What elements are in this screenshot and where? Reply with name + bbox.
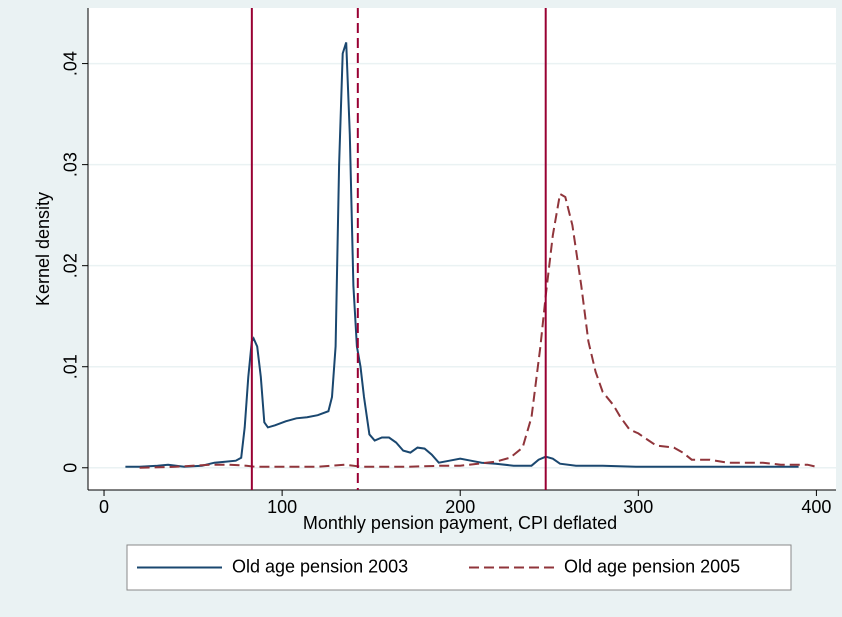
- y-tick-label: .01: [61, 354, 81, 379]
- x-tick-label: 0: [99, 497, 109, 517]
- legend-label: Old age pension 2003: [232, 556, 408, 576]
- y-axis-title: Kernel density: [33, 192, 53, 306]
- x-tick-label: 400: [801, 497, 831, 517]
- legend-box: [126, 544, 792, 591]
- y-tick-label: .02: [61, 253, 81, 278]
- x-axis-title: Monthly pension payment, CPI deflated: [303, 513, 617, 533]
- x-tick-label: 200: [445, 497, 475, 517]
- y-tick-label: .04: [61, 51, 81, 76]
- y-tick-label: 0: [61, 463, 81, 473]
- plot-area: [88, 8, 836, 490]
- x-tick-label: 300: [623, 497, 653, 517]
- x-tick-label: 100: [267, 497, 297, 517]
- series-line: [125, 42, 799, 468]
- y-tick-label: .03: [61, 152, 81, 177]
- legend-label: Old age pension 2005: [564, 556, 740, 576]
